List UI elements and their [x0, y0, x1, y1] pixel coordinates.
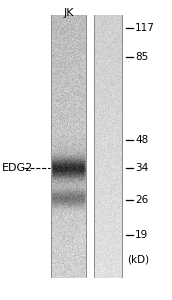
Text: 26: 26 [135, 195, 148, 205]
Text: (kD): (kD) [127, 255, 149, 265]
Text: 34: 34 [135, 163, 148, 173]
Text: 19: 19 [135, 230, 148, 240]
Text: JK: JK [63, 8, 74, 18]
Text: 117: 117 [135, 23, 155, 33]
Text: EDG2: EDG2 [2, 163, 33, 173]
Text: 48: 48 [135, 135, 148, 145]
Text: 85: 85 [135, 52, 148, 62]
